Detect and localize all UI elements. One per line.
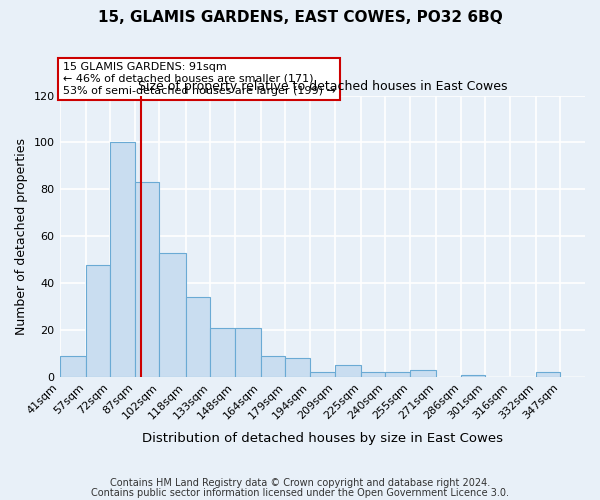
Title: Size of property relative to detached houses in East Cowes: Size of property relative to detached ho… [137, 80, 507, 93]
Bar [86, 264, 110, 377]
Text: Contains HM Land Registry data © Crown copyright and database right 2024.: Contains HM Land Registry data © Crown c… [110, 478, 490, 488]
Bar [210, 328, 235, 377]
Bar [160, 253, 185, 377]
Bar [261, 356, 286, 377]
Bar [536, 372, 560, 377]
Y-axis label: Number of detached properties: Number of detached properties [15, 138, 28, 335]
Text: 15, GLAMIS GARDENS, EAST COWES, PO32 6BQ: 15, GLAMIS GARDENS, EAST COWES, PO32 6BQ [98, 10, 502, 25]
Bar [135, 182, 160, 377]
Bar [235, 328, 261, 377]
Bar [59, 356, 86, 377]
Bar [110, 142, 135, 377]
Text: 15 GLAMIS GARDENS: 91sqm
← 46% of detached houses are smaller (171)
53% of semi-: 15 GLAMIS GARDENS: 91sqm ← 46% of detach… [63, 62, 335, 96]
Text: Contains public sector information licensed under the Open Government Licence 3.: Contains public sector information licen… [91, 488, 509, 498]
Bar [461, 375, 485, 377]
Bar [361, 372, 385, 377]
Bar [286, 358, 310, 377]
Bar [310, 372, 335, 377]
X-axis label: Distribution of detached houses by size in East Cowes: Distribution of detached houses by size … [142, 432, 503, 445]
Bar [385, 372, 410, 377]
Bar [410, 370, 436, 377]
Bar [185, 298, 210, 377]
Bar [335, 366, 361, 377]
